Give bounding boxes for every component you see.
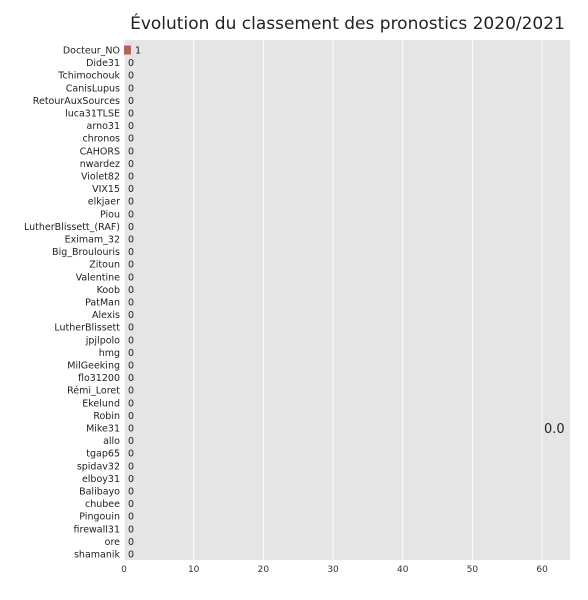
category-label: Rémi_Loret	[67, 386, 120, 397]
x-tick-label: 20	[258, 565, 270, 575]
value-label: 0	[128, 424, 134, 435]
category-label: Piou	[100, 209, 120, 220]
value-label: 0	[128, 235, 134, 246]
category-label: CAHORS	[80, 146, 120, 157]
category-label: tgap65	[86, 449, 120, 460]
value-label: 0	[128, 512, 134, 523]
value-label: 0	[128, 96, 134, 107]
value-label: 0	[128, 172, 134, 183]
category-label: jpjlpolo	[85, 335, 120, 346]
value-label: 0	[128, 449, 134, 460]
value-label: 0	[128, 524, 134, 535]
category-label: flo31200	[78, 373, 120, 384]
value-label: 0	[128, 411, 134, 422]
category-label: Ekelund	[82, 398, 120, 409]
plot-background	[124, 40, 570, 560]
category-label: Eximam_32	[65, 235, 120, 246]
x-tick-label: 30	[327, 565, 339, 575]
category-label: nwardez	[80, 159, 120, 170]
value-label: 0	[128, 537, 134, 548]
value-label: 0	[128, 260, 134, 271]
value-label: 0	[128, 361, 134, 372]
value-label: 0	[128, 121, 134, 132]
category-label: luca31TLSE	[65, 109, 120, 120]
value-label: 0	[128, 461, 134, 472]
value-label: 0	[128, 71, 134, 82]
x-tick-label: 40	[397, 565, 409, 575]
category-label: Big_Broulouris	[52, 247, 120, 258]
category-label: chubee	[85, 499, 120, 510]
x-tick-label: 50	[467, 565, 479, 575]
x-tick-label: 0	[121, 565, 127, 575]
category-label: Zitoun	[89, 260, 120, 271]
value-label: 0	[128, 550, 134, 561]
value-label: 0	[128, 310, 134, 321]
value-label: 0	[128, 436, 134, 447]
frame-annotation: 0.0	[544, 422, 565, 437]
value-label: 0	[128, 487, 134, 498]
category-label: MilGeeking	[67, 361, 120, 372]
category-label: Tchimochouk	[57, 71, 120, 82]
value-label: 0	[128, 386, 134, 397]
value-label: 0	[128, 58, 134, 69]
value-label: 0	[128, 209, 134, 220]
category-label: allo	[103, 436, 120, 447]
category-label: Valentine	[76, 272, 120, 283]
value-label: 0	[128, 323, 134, 334]
value-label: 0	[128, 134, 134, 145]
category-label: chronos	[82, 134, 120, 145]
category-label: arno31	[87, 121, 120, 132]
category-label: hmg	[99, 348, 120, 359]
category-label: elboy31	[82, 474, 120, 485]
value-label: 1	[135, 46, 141, 57]
category-label: LutherBlissett_(RAF)	[24, 222, 120, 233]
value-label: 0	[128, 474, 134, 485]
bar	[124, 45, 131, 55]
category-label: Alexis	[92, 310, 120, 321]
category-label: firewall31	[74, 524, 120, 535]
x-tick-label: 60	[536, 565, 548, 575]
category-label: PatMan	[85, 298, 120, 309]
category-label: shamanik	[74, 550, 121, 561]
value-label: 0	[128, 398, 134, 409]
chart-title: Évolution du classement des pronostics 2…	[130, 14, 565, 34]
value-label: 0	[128, 83, 134, 94]
category-label: LutherBlissett	[54, 323, 120, 334]
category-label: Dide31	[86, 58, 120, 69]
x-tick-label: 10	[188, 565, 200, 575]
category-label: Mike31	[86, 424, 120, 435]
value-label: 0	[128, 373, 134, 384]
value-label: 0	[128, 285, 134, 296]
category-label: VIX15	[92, 184, 120, 195]
value-label: 0	[128, 197, 134, 208]
value-label: 0	[128, 146, 134, 157]
value-label: 0	[128, 222, 134, 233]
category-label: Docteur_NO	[63, 46, 120, 57]
value-label: 0	[128, 499, 134, 510]
category-label: Violet82	[81, 172, 120, 183]
value-label: 0	[128, 184, 134, 195]
value-label: 0	[128, 348, 134, 359]
value-label: 0	[128, 335, 134, 346]
value-label: 0	[128, 109, 134, 120]
category-label: elkjaer	[88, 197, 120, 208]
value-label: 0	[128, 247, 134, 258]
value-label: 0	[128, 298, 134, 309]
value-label: 0	[128, 272, 134, 283]
category-label: CanisLupus	[66, 83, 120, 94]
category-label: RetourAuxSources	[33, 96, 120, 107]
category-label: Robin	[93, 411, 120, 422]
category-label: Koob	[97, 285, 120, 296]
category-label: ore	[105, 537, 121, 548]
value-label: 0	[128, 159, 134, 170]
category-label: Balibayo	[79, 487, 120, 498]
category-label: Pingouin	[79, 512, 120, 523]
category-label: spidav32	[77, 461, 120, 472]
